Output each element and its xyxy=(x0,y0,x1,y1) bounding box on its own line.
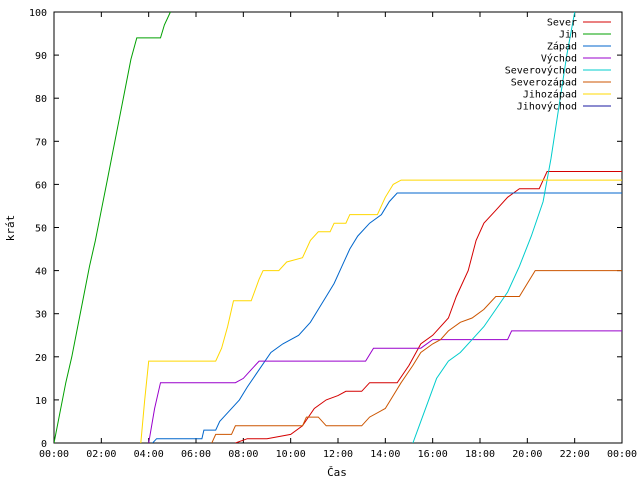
y-tick-label: 100 xyxy=(29,8,47,19)
y-tick-label: 80 xyxy=(35,94,47,105)
x-tick-label: 08:00 xyxy=(228,449,258,460)
x-tick-label: 02:00 xyxy=(86,449,116,460)
x-tick-label: 00:00 xyxy=(39,449,69,460)
y-tick-label: 70 xyxy=(35,137,47,148)
y-tick-label: 60 xyxy=(35,180,47,191)
legend-label-jih: Jih xyxy=(559,30,577,41)
series-lines xyxy=(54,12,622,443)
y-tick-label: 10 xyxy=(35,396,47,407)
y-tick-label: 90 xyxy=(35,51,47,62)
legend-label-zapad: Západ xyxy=(547,41,577,53)
x-tick-label: 20:00 xyxy=(512,449,542,460)
y-tick-label: 50 xyxy=(35,224,47,235)
x-tick-label: 00:00 xyxy=(607,449,637,460)
legend-label-severozapad: Severozápad xyxy=(511,77,577,89)
y-axis: 0 10 20 30 40 50 60 70 80 90 100 xyxy=(29,8,622,450)
y-tick-label: 40 xyxy=(35,267,47,278)
legend-label-severovychod: Severovýchod xyxy=(505,65,577,77)
x-axis-title: Čas xyxy=(327,466,347,479)
y-axis-title: krát xyxy=(4,215,17,242)
x-axis: 00:00 02:00 04:00 06:00 08:00 10:00 12:00 14:00… xyxy=(39,12,637,460)
series-line-zapad xyxy=(152,192,622,443)
x-tick-label: 04:00 xyxy=(134,449,164,460)
x-tick-label: 18:00 xyxy=(465,449,495,460)
x-tick-label: 12:00 xyxy=(323,449,353,460)
series-line-severozapad xyxy=(211,270,622,443)
y-tick-label: 0 xyxy=(41,439,47,450)
legend-label-vychod: Východ xyxy=(541,53,577,65)
series-line-vychod xyxy=(148,330,622,443)
x-tick-label: 22:00 xyxy=(560,449,590,460)
x-tick-label: 06:00 xyxy=(181,449,211,460)
series-line-jih xyxy=(54,12,171,443)
y-tick-label: 20 xyxy=(35,353,47,364)
series-line-sever xyxy=(235,171,622,443)
x-tick-label: 16:00 xyxy=(418,449,448,460)
x-tick-label: 14:00 xyxy=(370,449,400,460)
x-tick-label: 10:00 xyxy=(276,449,306,460)
legend-label-jihozapad: Jihozápad xyxy=(523,89,577,101)
series-line-jihozapad xyxy=(140,179,622,443)
legend: SeverJihZápadVýchodSeverovýchodSeverozáp… xyxy=(505,18,611,113)
y-tick-label: 30 xyxy=(35,310,47,321)
series-line-severovychod xyxy=(412,12,576,443)
legend-label-sever: Sever xyxy=(547,18,577,29)
legend-label-jihovychod: Jihovýchod xyxy=(517,101,577,113)
